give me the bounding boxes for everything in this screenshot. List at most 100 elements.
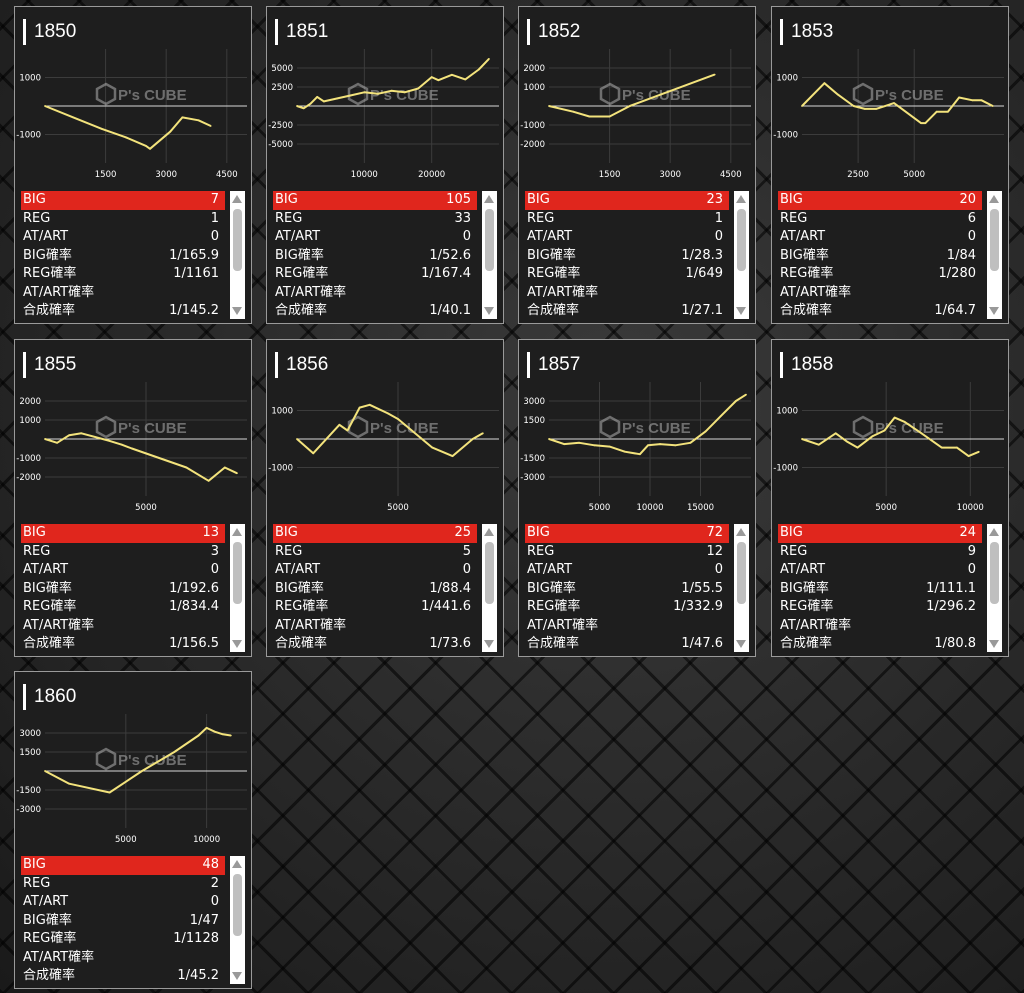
stats-scrollbar[interactable]: [734, 191, 749, 319]
scroll-thumb[interactable]: [485, 542, 494, 604]
machine-number[interactable]: 1851: [275, 19, 328, 45]
stat-label: BIG確率: [23, 580, 72, 596]
data-point: [801, 105, 803, 107]
scroll-up-arrow-icon[interactable]: [484, 528, 494, 536]
scroll-thumb[interactable]: [233, 542, 242, 604]
scroll-up-arrow-icon[interactable]: [989, 195, 999, 203]
stat-row-reg-prob: REG確率 1/280: [778, 265, 982, 284]
stat-value: 0: [462, 229, 471, 244]
data-point: [875, 107, 877, 110]
scroll-down-arrow-icon[interactable]: [484, 307, 494, 315]
machine-card[interactable]: 1857 5000 10000 15000 3000 1500 -1500 -3000 P's…: [518, 339, 756, 657]
machine-card[interactable]: 1858 5000 10000 1000 -1000 P's CUBE BIG 24 R…: [771, 339, 1009, 657]
stats-scrollbar[interactable]: [987, 524, 1002, 652]
data-point: [481, 432, 484, 435]
stats-scrollbar[interactable]: [230, 524, 245, 652]
x-tick-label: 10000: [193, 835, 220, 845]
stat-row-reg-prob: REG確率 1/167.4: [273, 265, 477, 284]
stats-scrollbar[interactable]: [230, 191, 245, 319]
scroll-down-arrow-icon[interactable]: [232, 640, 242, 648]
stat-label: REG確率: [527, 599, 581, 614]
stat-row-big: BIG 72: [525, 524, 729, 543]
stat-value: 1: [714, 210, 723, 226]
machine-number[interactable]: 1853: [780, 19, 833, 45]
machine-number[interactable]: 1852: [527, 19, 580, 45]
machine-number[interactable]: 1860: [23, 684, 76, 710]
stats-scrollbar[interactable]: [230, 856, 245, 984]
data-point: [593, 444, 596, 447]
stat-value: 0: [714, 229, 723, 244]
scroll-thumb[interactable]: [990, 542, 999, 604]
scroll-up-arrow-icon[interactable]: [232, 528, 242, 536]
scroll-thumb[interactable]: [233, 874, 242, 936]
stats-scrollbar[interactable]: [734, 524, 749, 652]
data-point: [431, 446, 434, 449]
scroll-down-arrow-icon[interactable]: [736, 307, 746, 315]
machine-card[interactable]: 1852 1500 3000 4500 2000 1000 -1000 -2000 P's C…: [518, 6, 756, 324]
x-tick-label: 5000: [387, 503, 409, 513]
stat-value: 1/47.6: [681, 636, 723, 651]
scroll-up-arrow-icon[interactable]: [484, 195, 494, 203]
scroll-up-arrow-icon[interactable]: [989, 528, 999, 536]
stat-row-at-art: AT/ART 0: [21, 893, 225, 912]
stats-scrollbar[interactable]: [482, 524, 497, 652]
data-point: [141, 770, 143, 772]
machine-number[interactable]: 1850: [23, 19, 76, 45]
scroll-thumb[interactable]: [485, 209, 494, 271]
scroll-thumb[interactable]: [737, 542, 746, 604]
machine-card[interactable]: 1856 5000 1000 -1000 P's CUBE BIG 25 REG 5 …: [266, 339, 504, 657]
stat-label: BIG確率: [780, 580, 829, 596]
scroll-down-arrow-icon[interactable]: [989, 307, 999, 315]
stat-label: AT/ART確率: [527, 284, 599, 300]
slump-chart: 5000 1000 -1000 P's CUBE: [268, 382, 499, 513]
machine-number[interactable]: 1858: [780, 352, 833, 378]
data-point: [450, 73, 453, 76]
scroll-up-arrow-icon[interactable]: [736, 195, 746, 203]
stat-label: BIG: [527, 192, 550, 207]
data-point: [971, 99, 974, 102]
cube-logo-icon: [95, 415, 117, 439]
scroll-thumb[interactable]: [990, 209, 999, 271]
watermark-logo: P's CUBE: [599, 415, 691, 439]
stat-row-big-prob: BIG確率 1/165.9: [21, 247, 225, 266]
scroll-up-arrow-icon[interactable]: [232, 195, 242, 203]
machine-card[interactable]: 1850 1500 3000 4500 1000 -1000 P's CUBE BIG 7…: [14, 6, 252, 324]
stat-label: REG: [527, 210, 555, 226]
stat-row-combined-prob: 合成確率 1/47.6: [525, 635, 729, 652]
y-tick-label: -1000: [16, 131, 41, 141]
stat-value: 1/47: [189, 912, 219, 928]
scroll-thumb[interactable]: [233, 209, 242, 271]
data-point: [893, 102, 895, 105]
machine-card[interactable]: 1853 2500 5000 1000 -1000 P's CUBE BIG 20 RE…: [771, 6, 1009, 324]
machine-number[interactable]: 1856: [275, 352, 328, 378]
scroll-down-arrow-icon[interactable]: [484, 640, 494, 648]
stat-row-combined-prob: 合成確率 1/73.6: [273, 635, 477, 652]
scroll-down-arrow-icon[interactable]: [232, 972, 242, 980]
stats-scrollbar[interactable]: [482, 191, 497, 319]
stats-scrollbar[interactable]: [987, 191, 1002, 319]
machine-card[interactable]: 1851 10000 20000 5000 2500 -2500 -5000 P's CUB…: [266, 6, 504, 324]
data-point: [856, 446, 859, 449]
scroll-down-arrow-icon[interactable]: [736, 640, 746, 648]
machine-card[interactable]: 1860 5000 10000 3000 1500 -1500 -3000 P's CUBE…: [14, 671, 252, 989]
machine-number[interactable]: 1857: [527, 352, 580, 378]
scroll-down-arrow-icon[interactable]: [989, 640, 999, 648]
stat-label: AT/ART確率: [23, 949, 95, 965]
scroll-up-arrow-icon[interactable]: [232, 860, 242, 868]
data-point: [946, 110, 949, 113]
machine-number[interactable]: 1855: [23, 352, 76, 378]
stat-value: 0: [462, 562, 471, 577]
scroll-down-arrow-icon[interactable]: [232, 307, 242, 315]
stat-label: BIG確率: [275, 580, 324, 596]
scroll-up-arrow-icon[interactable]: [736, 528, 746, 536]
stat-label: REG確率: [527, 266, 581, 281]
machine-card[interactable]: 1855 5000 2000 1000 -1000 -2000 P's CUBE BIG …: [14, 339, 252, 657]
stat-row-at-art: AT/ART 0: [273, 228, 477, 247]
cube-logo-icon: [347, 415, 369, 439]
stat-value: 1/1128: [173, 931, 219, 946]
data-point: [863, 107, 866, 110]
cube-logo-icon: [852, 82, 874, 106]
stat-row-big-prob: BIG確率 1/88.4: [273, 580, 477, 599]
scroll-thumb[interactable]: [737, 209, 746, 271]
